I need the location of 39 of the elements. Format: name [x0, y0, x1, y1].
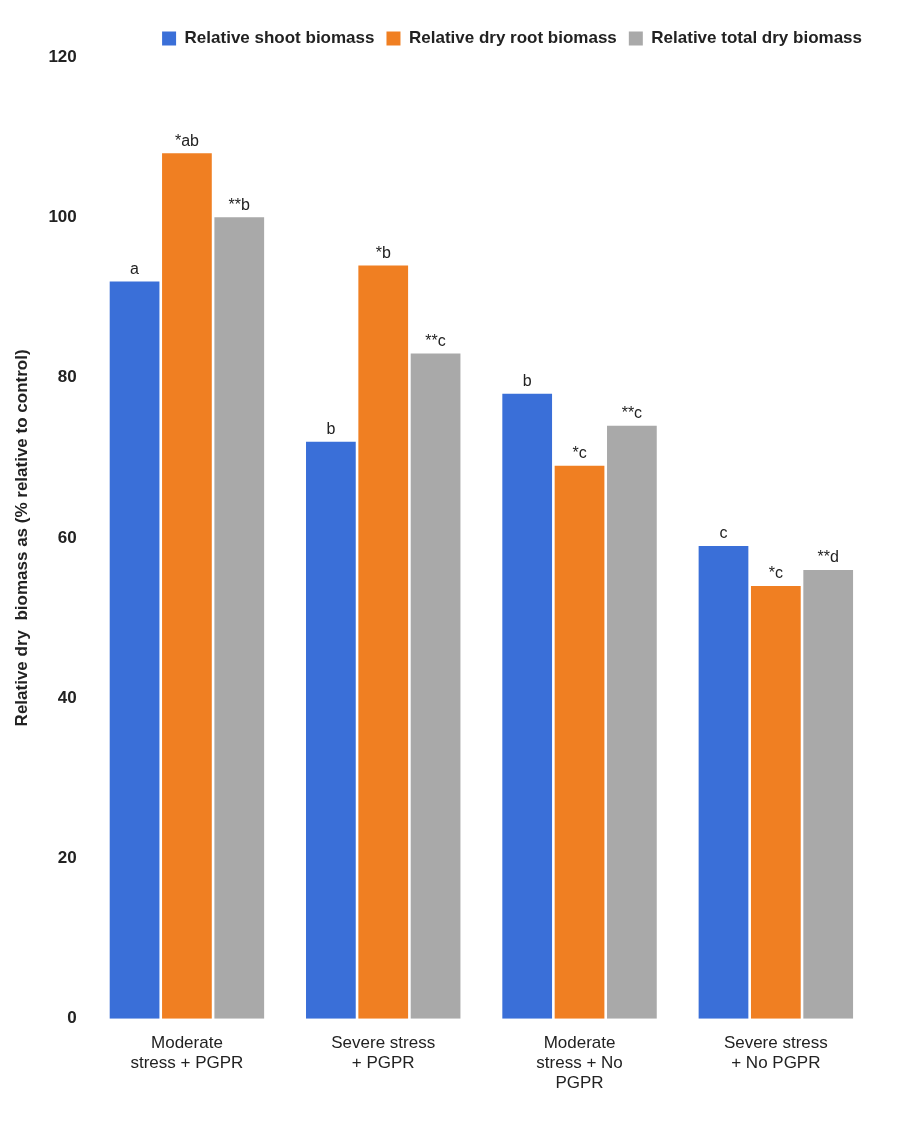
data-label: **c [425, 331, 446, 349]
x-tick-label: Moderate stress + No PGPR [536, 1032, 623, 1093]
data-label: **c [621, 404, 643, 422]
bar [214, 217, 265, 1019]
y-tick-label: 80 [57, 367, 77, 387]
y-axis-title: Relative dry biomass as (% relative to control) [11, 349, 31, 727]
bar [109, 281, 160, 1019]
bar [607, 425, 657, 1019]
data-label: b [326, 420, 336, 438]
data-label: **d [817, 548, 839, 566]
data-label: **b [228, 195, 251, 213]
data-label: a [130, 259, 140, 277]
bar [410, 353, 461, 1019]
y-tick-label: 120 [48, 46, 77, 66]
y-tick-label: 0 [67, 1008, 77, 1028]
y-tick-label: 100 [48, 206, 77, 226]
y-tick-label: 20 [57, 848, 77, 868]
data-label: *c [768, 564, 783, 582]
bar [306, 441, 356, 1019]
bar [502, 393, 553, 1019]
x-tick-label: Severe stress + No PGPR [723, 1032, 828, 1073]
data-label: b [522, 372, 532, 390]
legend-label: Relative dry root biomass [408, 28, 617, 48]
bar [554, 465, 605, 1019]
legend-label: Relative total dry biomass [651, 28, 863, 48]
bar [358, 265, 409, 1019]
x-tick-label: Severe stress + PGPR [331, 1032, 436, 1073]
bar [162, 153, 212, 1019]
bar [803, 569, 854, 1019]
data-label: c [719, 524, 728, 542]
legend-label: Relative shoot biomass [184, 28, 375, 48]
y-tick-label: 60 [57, 527, 77, 547]
data-label: *ab [174, 131, 200, 149]
bar [750, 585, 801, 1019]
data-label: *c [572, 444, 587, 462]
data-label: *b [375, 243, 391, 261]
y-tick-label: 40 [57, 687, 77, 707]
x-tick-label: Moderate stress + PGPR [130, 1032, 244, 1073]
bar [698, 545, 749, 1019]
